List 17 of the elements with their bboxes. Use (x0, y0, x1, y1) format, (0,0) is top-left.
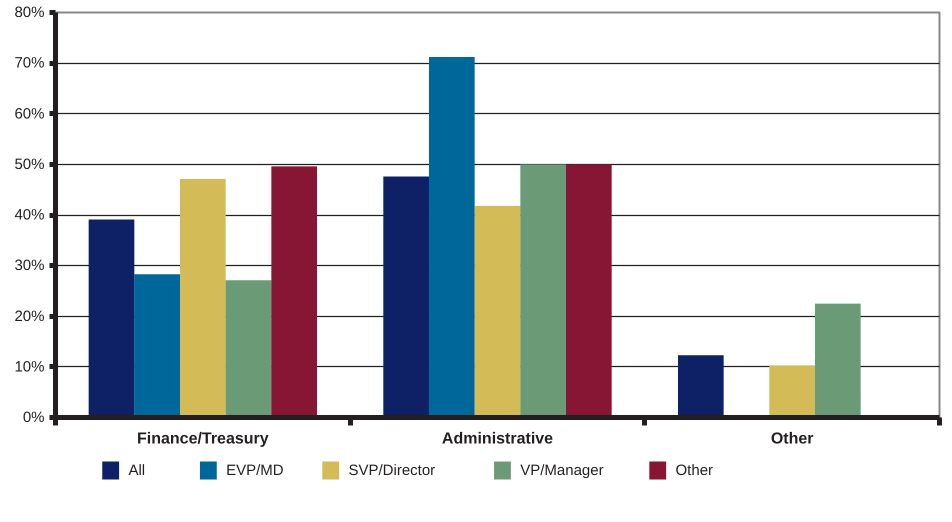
x-tick-label: Administrative (442, 430, 554, 448)
y-tick-label: 60% (14, 105, 45, 122)
y-tick-label: 50% (14, 156, 45, 173)
y-tick-label: 30% (14, 257, 45, 274)
x-tick-label: Finance/Treasury (137, 430, 269, 448)
legend-label: Other (676, 462, 714, 479)
y-tick-label: 80% (14, 4, 45, 21)
legend-label: SVP/Director (348, 462, 436, 479)
y-tick-label: 20% (14, 308, 45, 325)
legend-label: EVP/MD (226, 462, 284, 479)
legend-label: VP/Manager (520, 462, 604, 479)
y-tick-label: 70% (14, 54, 45, 72)
legend-label: All (128, 462, 146, 479)
y-tick-label: 0% (22, 409, 45, 426)
y-tick-label: 40% (14, 206, 45, 224)
y-tick-label: 10% (14, 358, 45, 376)
x-tick-label: Other (770, 430, 814, 448)
